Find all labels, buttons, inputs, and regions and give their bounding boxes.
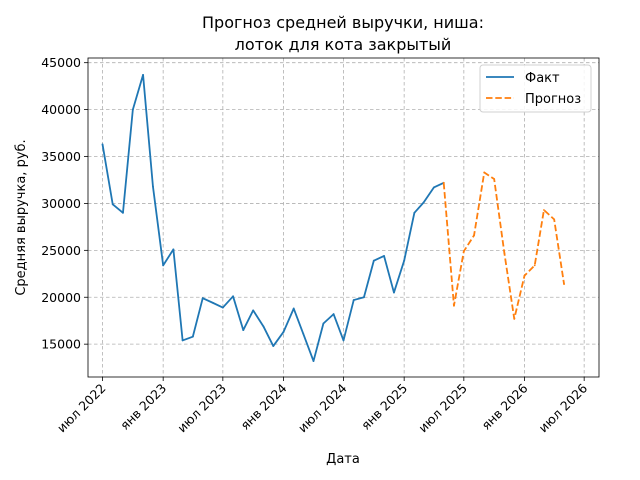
data-point-forecast <box>563 283 565 286</box>
data-point-fact <box>221 306 224 309</box>
data-point-fact <box>101 143 104 146</box>
data-point-fact <box>383 255 385 257</box>
data-point-fact <box>352 299 355 301</box>
data-point-fact <box>432 186 435 189</box>
data-point-forecast <box>513 317 516 320</box>
y-tick-label: 40000 <box>41 102 81 117</box>
legend-label-fact: Факт <box>525 71 560 86</box>
series-layer <box>101 73 565 362</box>
data-point-fact <box>201 297 204 300</box>
data-point-forecast <box>533 264 536 267</box>
y-tick-label: 25000 <box>41 243 81 258</box>
legend: Факт Прогноз <box>479 64 592 113</box>
data-point-fact <box>142 73 144 76</box>
data-point-fact <box>422 201 425 204</box>
data-point-fact <box>292 307 295 310</box>
y-tick-label: 15000 <box>41 337 81 352</box>
data-point-fact <box>413 211 416 214</box>
data-point-forecast <box>543 209 545 211</box>
data-point-fact <box>122 211 124 214</box>
data-point-forecast <box>523 274 526 277</box>
y-tick-label: 30000 <box>41 196 81 211</box>
y-tick-label: 35000 <box>41 149 81 164</box>
data-point-fact <box>181 339 184 342</box>
data-point-fact <box>232 295 234 298</box>
y-tick-label: 20000 <box>41 290 81 305</box>
data-point-fact <box>191 335 194 338</box>
data-point-fact <box>262 325 265 328</box>
data-point-fact <box>131 108 134 111</box>
data-point-fact <box>162 264 165 267</box>
data-point-fact <box>342 339 345 342</box>
data-point-fact <box>172 248 175 251</box>
data-point-fact <box>152 185 154 188</box>
data-point-fact <box>322 322 325 325</box>
data-point-fact <box>332 313 335 316</box>
data-point-fact <box>272 345 275 347</box>
data-point-fact <box>403 259 406 262</box>
legend-label-forecast: Прогноз <box>525 92 581 107</box>
data-point-fact <box>302 332 305 335</box>
chart-title-line-1: Прогноз средней выручки, ниша: <box>202 13 484 32</box>
chart-title-line-2: лоток для кота закрытый <box>235 35 452 54</box>
data-point-forecast <box>453 304 455 307</box>
data-point-fact <box>372 259 375 262</box>
data-point-forecast <box>503 252 506 255</box>
x-axis-label: Дата <box>326 452 360 467</box>
y-axis: 15000 20000 25000 30000 35000 40000 45000 <box>41 55 88 352</box>
data-point-fact <box>363 296 365 299</box>
data-point-fact <box>393 291 395 294</box>
data-point-forecast <box>442 181 445 184</box>
y-tick-label: 45000 <box>41 55 81 70</box>
data-point-fact <box>312 360 315 362</box>
data-point-forecast <box>473 234 475 237</box>
data-point-forecast <box>493 178 496 180</box>
data-point-fact <box>282 331 285 333</box>
data-point-fact <box>242 329 245 331</box>
data-point-fact <box>252 309 255 312</box>
data-point-fact <box>212 301 214 304</box>
data-point-forecast <box>553 218 556 221</box>
data-point-forecast <box>483 171 486 174</box>
data-point-forecast <box>462 250 465 253</box>
data-point-fact <box>111 203 114 206</box>
y-axis-label: Средняя выручка, руб. <box>14 139 29 295</box>
